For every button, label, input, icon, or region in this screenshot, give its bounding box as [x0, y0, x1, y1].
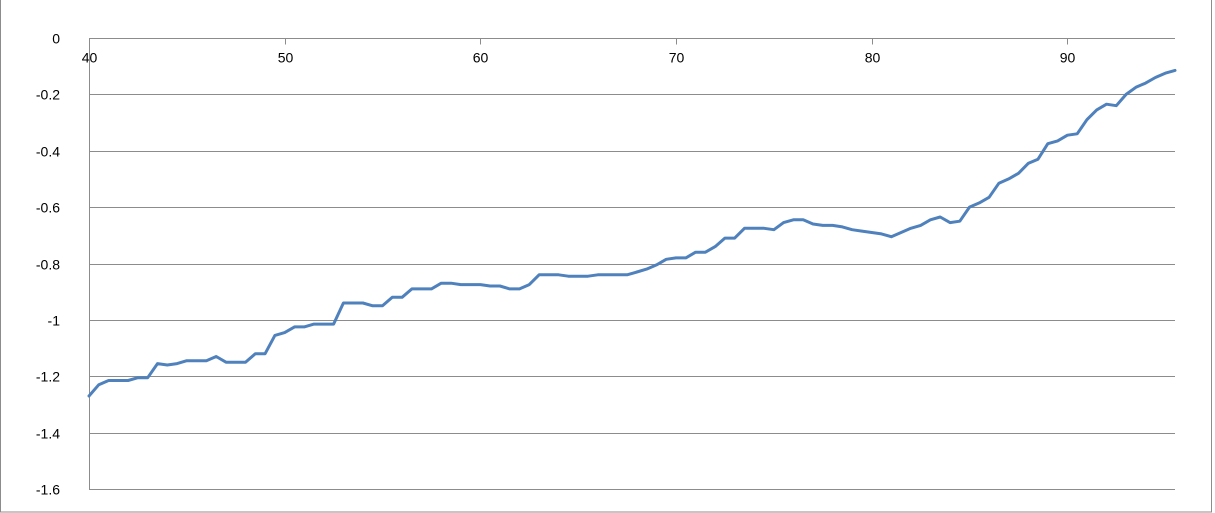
series-layer: [87, 68, 1177, 398]
series-line-0: [87, 68, 1177, 398]
x-tick-label: 80: [865, 50, 881, 66]
x-tick-label: 70: [669, 50, 685, 66]
y-tick-label: -1: [48, 313, 61, 329]
y-tick-label: -1.4: [36, 426, 60, 442]
y-tick-label: -0.8: [36, 257, 60, 273]
y-tick-label: -1.2: [36, 369, 60, 385]
y-axis-tick-labels: 0 -0.2 -0.4 -0.6 -0.8 -1 -1.2 -1.4 -1.6: [36, 31, 60, 498]
y-tick-label: -0.4: [36, 144, 60, 160]
x-tick-label: 40: [82, 50, 98, 66]
y-tick-label: -1.6: [36, 482, 60, 498]
y-tick-label: -0.6: [36, 200, 60, 216]
y-tick-label: -0.2: [36, 87, 60, 103]
x-tick-label: 60: [473, 50, 489, 66]
horizontal-gridlines: [89, 38, 1175, 490]
x-tick-label: 50: [278, 50, 294, 66]
x-axis: 40 50 60 70 80 90: [82, 38, 1076, 66]
x-tick-label: 90: [1060, 50, 1076, 66]
y-tick-label: 0: [52, 31, 60, 47]
